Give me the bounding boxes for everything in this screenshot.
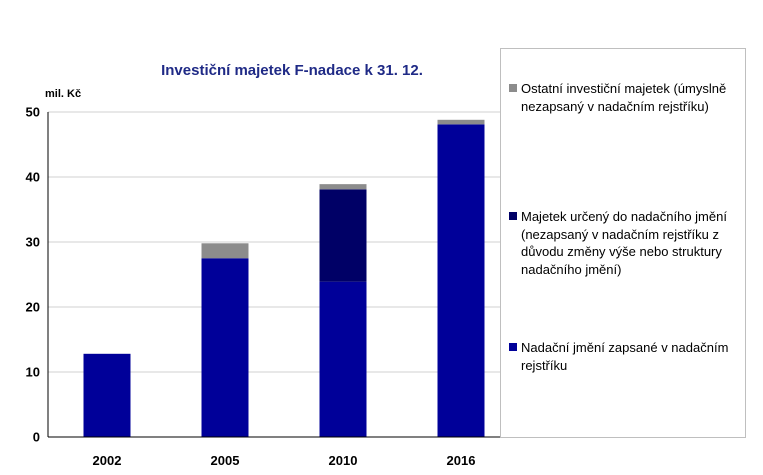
x-tick-label: 2016 <box>447 453 476 468</box>
x-tick-labels: 2002 2005 2010 2016 <box>93 453 476 468</box>
y-tick-label: 30 <box>26 235 40 250</box>
x-tick-label: 2002 <box>93 453 122 468</box>
bar-segment-series0-2002 <box>83 353 131 437</box>
axes <box>47 112 520 438</box>
y-tick-labels: 0 10 20 30 40 50 <box>26 105 40 445</box>
y-tick-label: 20 <box>26 300 40 315</box>
bar-segment-series0-2010 <box>319 281 367 437</box>
y-tick-label: 40 <box>26 170 40 185</box>
bar-segment-series0-2005 <box>201 258 249 437</box>
legend-label-nadacni-jmeni: Nadační jmění zapsané v nadačním rejstří… <box>521 340 729 373</box>
y-axis-label: mil. Kč <box>45 88 81 100</box>
bar-segment-series2-2016 <box>437 119 485 125</box>
legend-item-ostatni: Ostatní investiční majetek (úmyslně neza… <box>509 80 744 115</box>
bars <box>83 119 485 437</box>
y-tick-label: 50 <box>26 105 40 120</box>
bar-segment-series2-2005 <box>201 243 249 259</box>
legend-item-majetek-urceny: Majetek určený do nadačního jmění (nezap… <box>509 208 744 278</box>
legend-item-nadacni-jmeni: Nadační jmění zapsané v nadačním rejstří… <box>509 339 744 374</box>
legend: Ostatní investiční majetek (úmyslně neza… <box>500 48 746 438</box>
bar-segment-series1-2010 <box>319 189 367 282</box>
legend-swatch-ostatni <box>509 84 517 92</box>
bar-segment-series0-2016 <box>437 124 485 437</box>
y-tick-label: 0 <box>33 430 40 445</box>
legend-label-ostatni: Ostatní investiční majetek (úmyslně neza… <box>521 81 727 114</box>
legend-label-majetek-urceny: Majetek určený do nadačního jmění (nezap… <box>521 209 727 277</box>
legend-swatch-nadacni-jmeni <box>509 343 517 351</box>
chart-title: Investiční majetek F-nadace k 31. 12. <box>161 62 423 79</box>
x-tick-label: 2010 <box>329 453 358 468</box>
y-tick-label: 10 <box>26 365 40 380</box>
legend-swatch-majetek-urceny <box>509 212 517 220</box>
x-tick-label: 2005 <box>211 453 240 468</box>
bar-segment-series2-2010 <box>319 184 367 190</box>
